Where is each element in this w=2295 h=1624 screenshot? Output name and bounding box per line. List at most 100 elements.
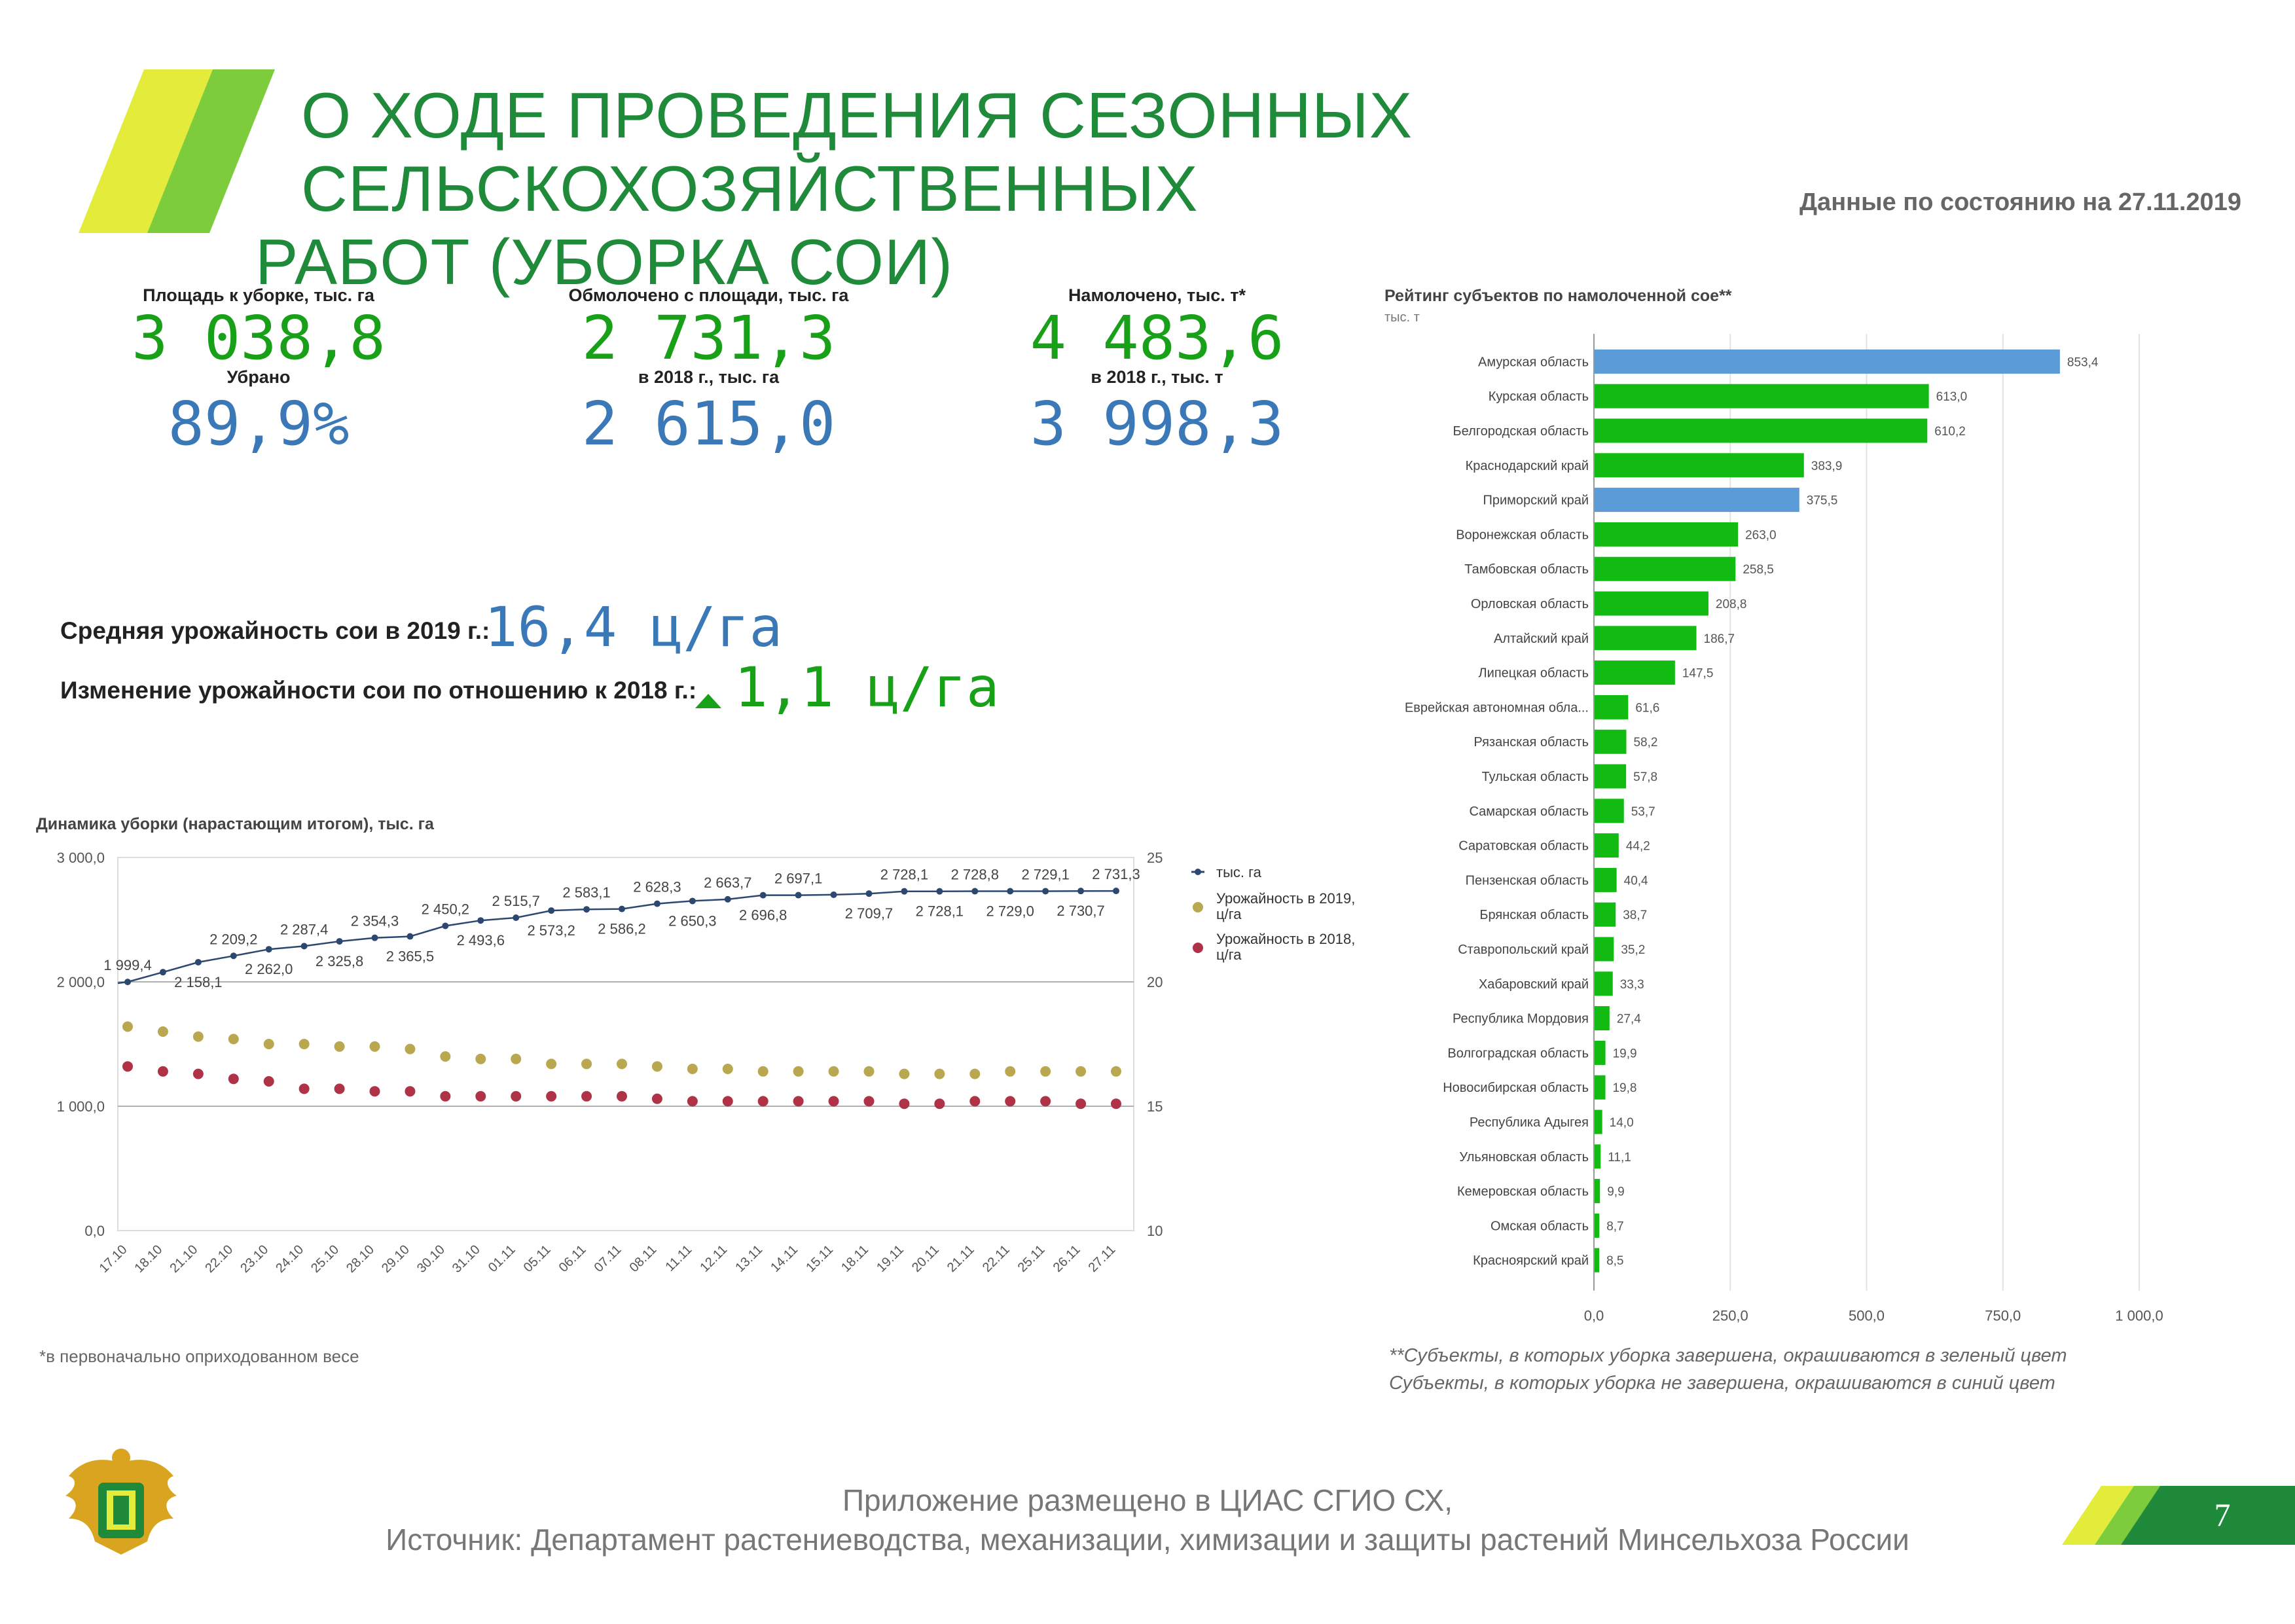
dot-yield-2019 [440, 1051, 451, 1062]
value-label: 375,5 [1807, 494, 1838, 508]
point-label: 2 728,1 [916, 903, 964, 920]
value-label: 8,7 [1606, 1219, 1623, 1233]
kpi-harvested-value: 89,9% [168, 389, 350, 459]
point-label: 2 650,3 [668, 912, 716, 929]
bar [1595, 1040, 1606, 1065]
dot-yield-2019 [617, 1058, 627, 1070]
dot-yield-2018 [1040, 1096, 1051, 1107]
category-label: Республика Адыгея [1470, 1115, 1589, 1130]
line-point [583, 906, 590, 913]
dot-yield-2019 [581, 1058, 592, 1070]
line-point [1077, 888, 1085, 895]
y-left-tick-label: 3 000,0 [57, 850, 105, 866]
dot-yield-2019 [263, 1039, 274, 1049]
line-point [300, 943, 308, 950]
x-tick-label: 25.10 [308, 1242, 342, 1276]
value-label: 147,5 [1682, 667, 1714, 681]
dot-yield-2019 [228, 1034, 239, 1045]
line-chart-title: Динамика уборки (нарастающим итогом), ты… [36, 815, 434, 833]
bar [1595, 867, 1617, 892]
yield-change-value: 1,1 ц/га [734, 655, 1000, 719]
y-right-tick-label: 15 [1147, 1098, 1163, 1115]
line-point [830, 891, 837, 898]
dot-yield-2018 [1111, 1098, 1121, 1110]
kpi-yield-total-2018-value: 3 998,3 [1030, 389, 1284, 459]
value-label: 14,0 [1610, 1116, 1634, 1130]
line-point [1007, 888, 1014, 895]
as-of-date: Данные по состоянию на 27.11.2019 [1799, 189, 2241, 216]
value-label: 44,2 [1626, 840, 1650, 854]
dot-yield-2018 [228, 1074, 239, 1085]
x-tick-label: 01.11 [486, 1242, 518, 1275]
line-point [194, 958, 202, 965]
point-label: 2 728,8 [951, 867, 999, 883]
bar [1595, 660, 1675, 685]
line-point [548, 907, 555, 914]
category-label: Самарская область [1469, 804, 1589, 819]
value-label: 8,5 [1606, 1254, 1623, 1268]
point-label: 2 730,7 [1057, 903, 1104, 919]
dot-yield-2018 [263, 1076, 274, 1087]
point-label: 2 450,2 [422, 901, 469, 917]
x-tick-label: 13.11 [732, 1242, 765, 1275]
bar [1595, 902, 1616, 927]
category-label: Омская область [1491, 1219, 1589, 1233]
value-label: 610,2 [1934, 425, 1966, 439]
category-label: Курская область [1489, 389, 1589, 404]
line-point [407, 933, 414, 940]
dot-yield-2018 [546, 1091, 557, 1102]
value-label: 38,7 [1623, 909, 1647, 922]
dot-yield-2019 [369, 1041, 380, 1052]
point-label: 2 586,2 [598, 921, 645, 937]
kpi-yield-total-value: 4 483,6 [1030, 303, 1284, 373]
series-line-ha [117, 890, 1117, 984]
dot-yield-2018 [793, 1096, 804, 1107]
footnote-left: *в первоначально оприходованном весе [39, 1346, 359, 1366]
x-tick-label: 26.11 [1051, 1242, 1083, 1275]
dot-yield-2018 [899, 1098, 910, 1110]
dot-yield-2018 [192, 1068, 204, 1079]
kpi-threshed-2018-value: 2 615,0 [581, 389, 836, 459]
kpi-area: Площадь к уборке, тыс. га 3 038,8 Убрано… [128, 285, 389, 457]
bar [1595, 349, 2060, 374]
point-label: 2 663,7 [704, 875, 751, 891]
x-tick-label: 250,0 [1712, 1308, 1748, 1324]
dot-yield-2019 [192, 1031, 204, 1042]
dot-yield-2018 [475, 1091, 486, 1102]
bar [1595, 522, 1739, 547]
value-label: 53,7 [1631, 805, 1655, 819]
value-label: 263,0 [1745, 528, 1777, 542]
kpi-threshed-2018-label: в 2018 г., тыс. га [638, 367, 780, 387]
dot-yield-2019 [475, 1053, 486, 1064]
point-label: 2 209,2 [209, 931, 257, 947]
kpi-threshed-value: 2 731,3 [581, 303, 836, 373]
value-label: 19,9 [1613, 1047, 1637, 1060]
x-tick-label: 22.10 [202, 1242, 236, 1276]
dot-yield-2019 [793, 1066, 804, 1077]
category-label: Хабаровский край [1479, 977, 1589, 992]
line-chart: 0,0 1 000,0 2 000,0 3 000,0 10 15 20 25 1 999,4 2… [57, 850, 1356, 1276]
dot-yield-2018 [651, 1093, 662, 1104]
category-label: Еврейская автономная обла... [1405, 700, 1589, 715]
x-tick-label: 23.10 [238, 1242, 271, 1276]
dot-yield-2018 [969, 1096, 981, 1107]
bar [1595, 418, 1928, 443]
page-number-ribbon [2062, 1486, 2295, 1545]
line-point [724, 895, 731, 903]
bar [1595, 1075, 1606, 1100]
category-label: Кемеровская область [1457, 1185, 1589, 1199]
dot-yield-2019 [511, 1053, 522, 1064]
category-label: Амурская область [1478, 355, 1589, 369]
x-tick-label: 05.11 [521, 1242, 554, 1275]
dot-yield-2019 [546, 1058, 557, 1070]
bar [1595, 1213, 1600, 1238]
dot-yield-2019 [651, 1061, 662, 1072]
arrow-up-icon [695, 694, 721, 708]
point-label: 2 365,5 [386, 948, 434, 965]
x-tick-label: 22.11 [980, 1242, 1013, 1275]
point-label: 1 999,4 [103, 957, 151, 973]
category-label: Пензенская область [1466, 873, 1589, 888]
footer-line1: Приложение размещено в ЦИАС СГИО СХ, [842, 1483, 1453, 1517]
point-label: 2 728,1 [880, 867, 928, 883]
bar [1595, 626, 1697, 651]
